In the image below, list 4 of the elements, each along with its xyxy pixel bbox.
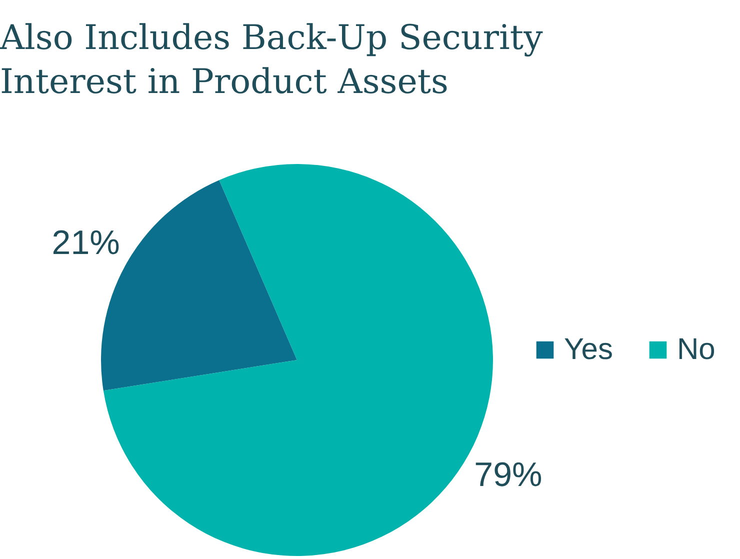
data-label: 79% [474, 456, 542, 494]
data-label: 21% [52, 224, 120, 262]
legend-label: Yes [564, 333, 613, 366]
legend-label: No [677, 333, 716, 366]
